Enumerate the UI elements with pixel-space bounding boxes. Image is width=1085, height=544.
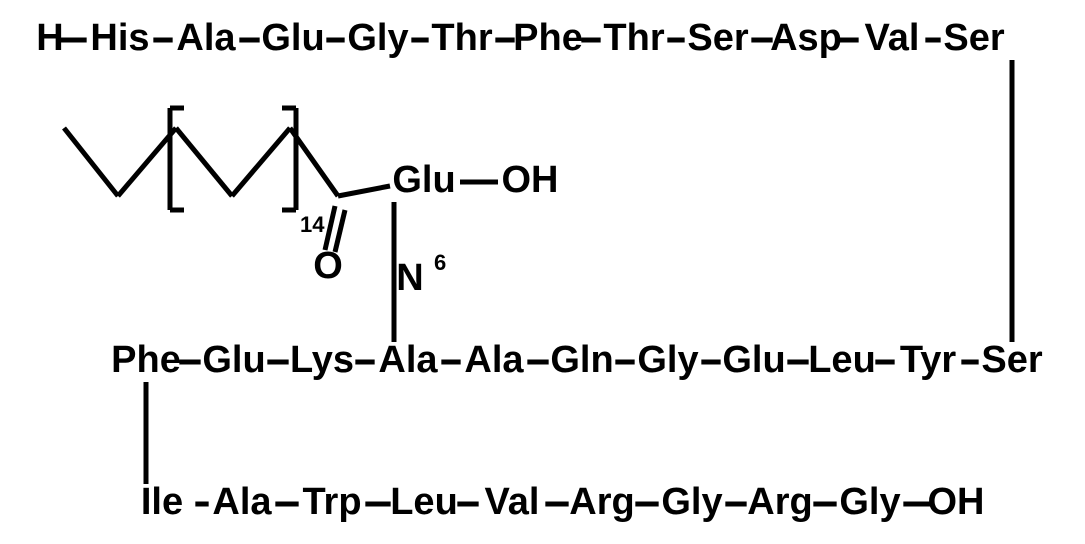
row3-res-7: Arg	[747, 481, 812, 523]
row1-res-2: Ala	[176, 17, 236, 59]
row1-res-1: His	[90, 17, 149, 59]
row1-res-0: H	[36, 17, 63, 59]
row1-res-7: Thr	[603, 17, 664, 59]
row3-res-0: Ile	[141, 481, 183, 523]
sidechain-n-label: N	[396, 257, 423, 299]
row2-res-0: Phe	[111, 339, 181, 381]
row3-res-8: Gly	[839, 481, 900, 523]
row2-res-3: Ala	[378, 339, 438, 381]
acyl-chain-seg-2	[176, 128, 232, 196]
acyl-chain-seg-4	[64, 128, 118, 196]
sidechain-glu: Glu	[392, 159, 455, 201]
row2-res-8: Leu	[808, 339, 876, 381]
row1-res-6: Phe	[513, 17, 583, 59]
row2-res-2: Lys	[290, 339, 354, 381]
row2-res-1: Glu	[202, 339, 265, 381]
sidechain-n-sup: 6	[434, 250, 446, 275]
row1-res-3: Glu	[261, 17, 324, 59]
sidechain-oh: OH	[502, 159, 559, 201]
row1-res-5: Thr	[431, 17, 492, 59]
row3-res-9: OH	[928, 481, 985, 523]
row1-res-9: Asp	[770, 17, 842, 59]
acyl-o-label: O	[313, 245, 343, 287]
row2-res-5: Gln	[550, 339, 613, 381]
row1-res-8: Ser	[687, 17, 748, 59]
row3-res-1: Ala	[212, 481, 272, 523]
acyl-repeat-subscript: 14	[300, 212, 325, 237]
row2-res-10: Ser	[981, 339, 1042, 381]
row1-res-11: Ser	[943, 17, 1004, 59]
row2-res-9: Tyr	[900, 339, 957, 381]
acyl-chain-seg-1	[232, 128, 290, 196]
row3-res-5: Arg	[569, 481, 634, 523]
acyl-c-glu-bond	[338, 186, 390, 196]
row1-res-10: Val	[865, 17, 920, 59]
row3-res-3: Leu	[390, 481, 458, 523]
acyl-chain-seg-3	[118, 128, 176, 196]
row2-res-6: Gly	[637, 339, 698, 381]
row2-res-4: Ala	[464, 339, 524, 381]
row1-res-4: Gly	[347, 17, 408, 59]
row3-res-2: Trp	[302, 481, 361, 523]
row3-res-6: Gly	[661, 481, 722, 523]
row2-res-7: Glu	[722, 339, 785, 381]
row3-res-4: Val	[485, 481, 540, 523]
acyl-carbonyl-dbl-0	[325, 206, 335, 250]
